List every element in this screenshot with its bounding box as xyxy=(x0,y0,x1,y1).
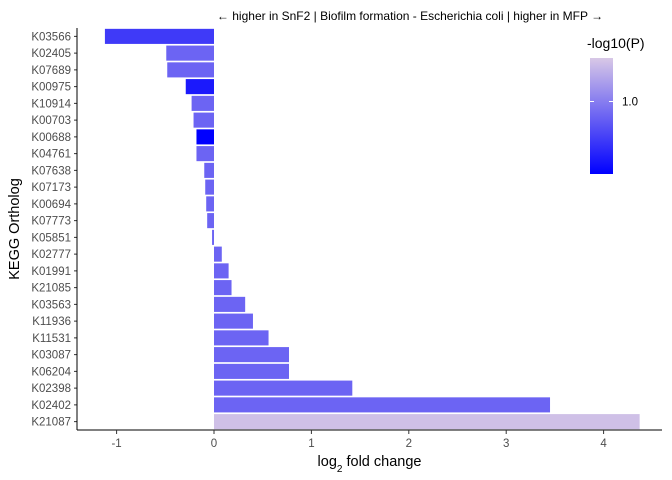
bar-K07689 xyxy=(167,62,214,78)
y-tick-label: K02777 xyxy=(31,249,71,261)
y-tick-label: K03566 xyxy=(31,31,71,43)
bar-K00703 xyxy=(193,112,214,128)
x-tick-label: 4 xyxy=(600,438,607,450)
legend-colorbar xyxy=(590,58,613,174)
bar-K03563 xyxy=(214,296,246,312)
x-axis-title-main: log xyxy=(318,454,337,470)
bar-K00975 xyxy=(185,79,214,95)
y-axis: K03566 K02405 K07689 K00975 K10914 K00703 K006… xyxy=(31,28,78,430)
y-tick-label: K06204 xyxy=(31,366,71,378)
bar-K07773 xyxy=(207,213,214,229)
x-tick-label: 2 xyxy=(406,438,412,450)
y-tick-label: K00975 xyxy=(31,82,71,94)
legend-title: -log10(P) xyxy=(587,35,645,51)
x-tick-label: -1 xyxy=(111,438,121,450)
bar-K03087 xyxy=(214,347,289,363)
y-tick-label: K10914 xyxy=(31,98,71,110)
bar-K05851 xyxy=(212,229,214,245)
y-tick-label: K07173 xyxy=(31,182,71,194)
legend-tick-label: 1.0 xyxy=(622,97,638,109)
y-tick-label: K21085 xyxy=(31,283,71,295)
bar-K00688 xyxy=(196,129,214,145)
x-axis: -1 0 1 2 3 4 xyxy=(77,429,662,450)
bar-K01991 xyxy=(214,263,229,279)
bar-K11936 xyxy=(214,313,253,329)
x-axis-title-rest: fold change xyxy=(342,454,421,470)
y-tick-label: K07773 xyxy=(31,216,71,228)
chart-title: ← higher in SnF2 | Biofilm formation - E… xyxy=(217,9,603,23)
y-tick-label: K03087 xyxy=(31,350,71,362)
y-tick-label: K11936 xyxy=(32,316,71,328)
bar-K10914 xyxy=(191,95,214,111)
x-axis-title-subscript: 2 xyxy=(337,464,343,475)
bar-K04761 xyxy=(196,146,214,162)
bar-K07173 xyxy=(205,179,214,195)
bar-K02777 xyxy=(214,246,222,262)
y-tick-label: K05851 xyxy=(31,232,71,244)
bar-K00694 xyxy=(206,196,214,212)
y-tick-label: K00703 xyxy=(31,115,71,127)
y-tick-label: K02398 xyxy=(31,383,71,395)
y-tick-label: K07689 xyxy=(31,65,71,77)
y-tick-label: K07638 xyxy=(31,165,71,177)
y-tick-label: K02405 xyxy=(31,48,71,60)
y-tick-label: K11531 xyxy=(32,333,71,345)
x-tick-label: 3 xyxy=(503,438,509,450)
y-axis-title: KEGG Ortholog xyxy=(7,178,23,280)
y-tick-label: K04761 xyxy=(31,149,71,161)
x-tick-label: 0 xyxy=(211,438,217,450)
bar-K21085 xyxy=(214,280,232,296)
bar-K02405 xyxy=(166,45,214,61)
bar-K07638 xyxy=(204,162,214,178)
bars xyxy=(104,28,640,430)
bar-K06204 xyxy=(214,363,289,379)
y-tick-label: K02402 xyxy=(31,400,71,412)
bar-K21087 xyxy=(214,414,640,430)
bar-K11531 xyxy=(214,330,269,346)
y-tick-label: K00694 xyxy=(31,199,71,211)
y-tick-label: K21087 xyxy=(31,417,71,429)
x-tick-label: 1 xyxy=(308,438,314,450)
bar-K02398 xyxy=(214,380,353,396)
legend: -log10(P) 1.0 xyxy=(587,35,645,174)
x-axis-title: log2 fold change xyxy=(318,454,422,475)
y-tick-label: K01991 xyxy=(31,266,71,278)
y-tick-label: K03563 xyxy=(31,299,71,311)
bar-K03566 xyxy=(104,28,214,44)
y-tick-label: K00688 xyxy=(31,132,71,144)
bar-K02402 xyxy=(214,397,551,413)
